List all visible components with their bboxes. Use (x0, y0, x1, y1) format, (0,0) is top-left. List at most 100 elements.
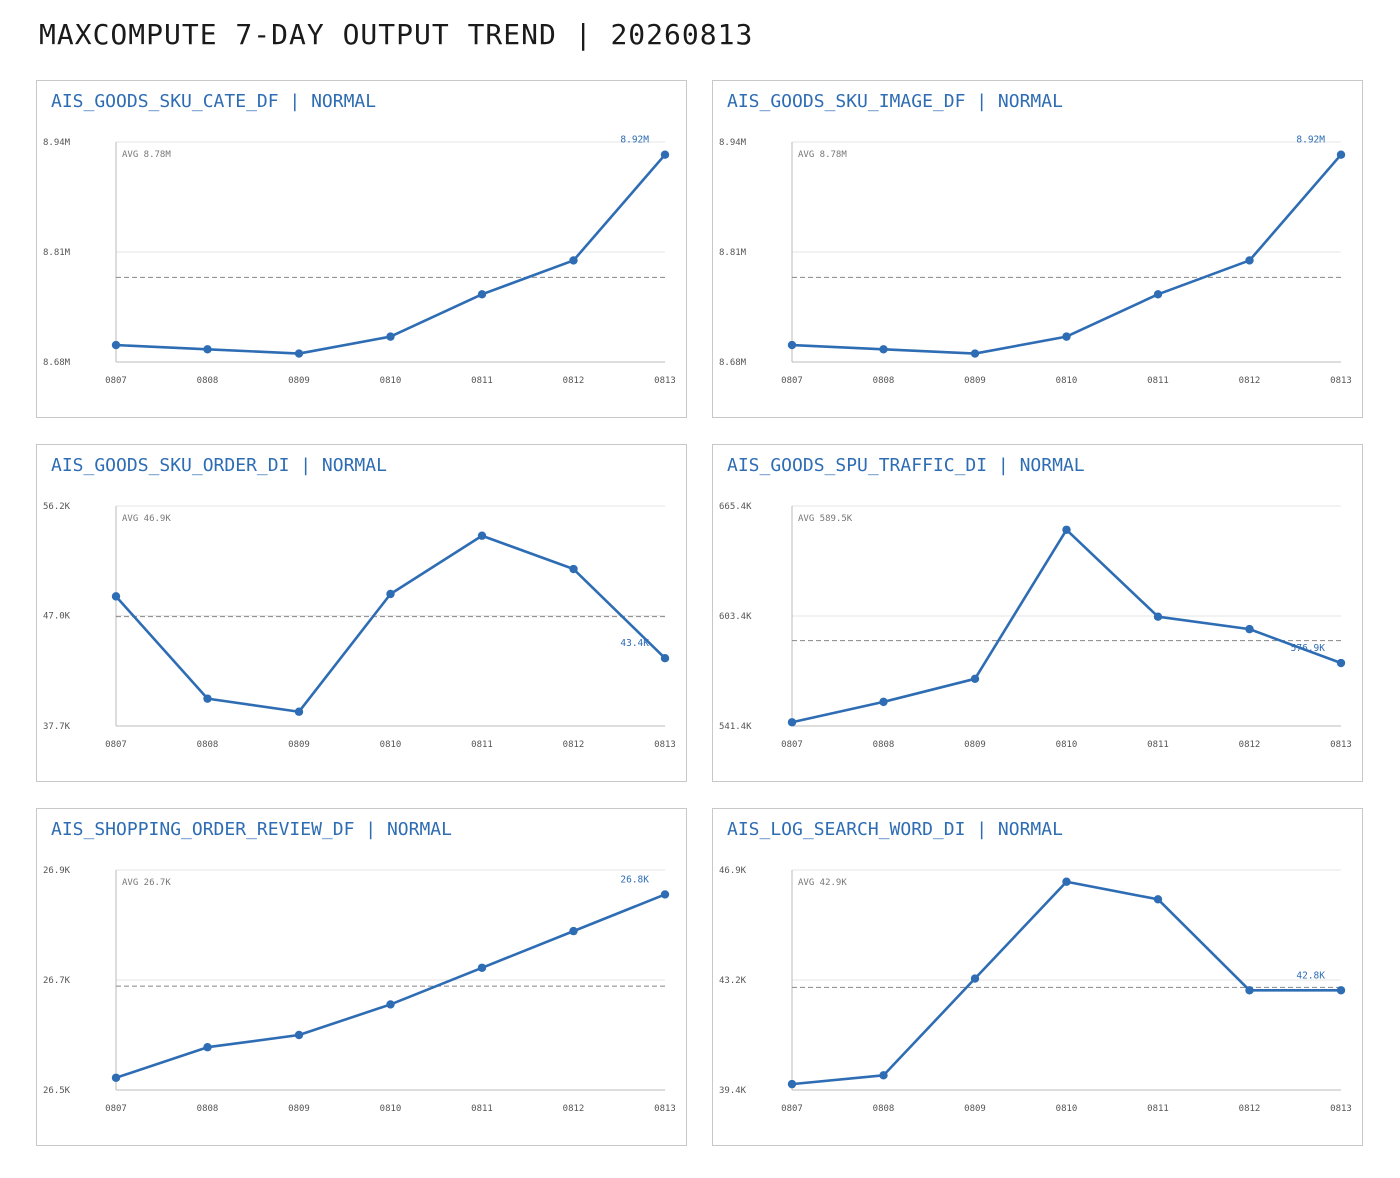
y-tick-label: 26.5K (43, 1086, 71, 1096)
y-tick-label: 8.68M (43, 358, 71, 368)
data-point (970, 349, 980, 358)
line-chart: 8.68M 8.81M 8.94M 0807 0808 0809 0810 0811 0812 0… (43, 135, 676, 386)
x-tick-label: 0812 (1239, 740, 1261, 750)
data-point (203, 345, 212, 354)
x-tick-label: 0808 (197, 1104, 219, 1114)
data-point (294, 707, 304, 716)
chart-panel: AIS_GOODS_SKU_CATE_DF | NORMAL 8.68M 8.81M… (36, 80, 687, 418)
data-point (111, 1073, 121, 1082)
data-point (477, 290, 487, 299)
x-tick-label: 0809 (288, 1104, 310, 1114)
data-point (203, 694, 212, 703)
chart-panel: AIS_LOG_SEARCH_WORD_DI | NORMAL 39.4K 43.2… (712, 808, 1363, 1146)
line-chart: 39.4K 43.2K 46.9K 0807 0808 0809 0810 0811 0812 0… (719, 866, 1352, 1114)
data-point (477, 531, 487, 540)
data-point (1336, 150, 1346, 159)
average-label: AVG 8.78M (122, 150, 171, 160)
data-point (569, 926, 578, 936)
chart-panel: AIS_GOODS_SKU_IMAGE_DF | NORMAL 8.68M 8.81… (712, 80, 1363, 418)
average-label: AVG 26.7K (122, 878, 171, 888)
data-point (970, 674, 980, 684)
x-tick-label: 0811 (471, 1104, 493, 1114)
chart-title: AIS_GOODS_SKU_ORDER_DI | NORMAL (51, 455, 387, 476)
data-point (1062, 332, 1071, 341)
data-point (1245, 986, 1254, 995)
x-tick-label: 0807 (781, 376, 803, 386)
x-tick-label: 0808 (197, 376, 219, 386)
y-tick-label: 8.81M (719, 248, 747, 258)
x-tick-label: 0807 (781, 1104, 803, 1114)
chart-title: AIS_GOODS_SPU_TRAFFIC_DI | NORMAL (727, 455, 1085, 476)
data-point (1245, 624, 1254, 634)
y-tick-label: 8.94M (43, 138, 71, 148)
data-point (1153, 612, 1163, 621)
x-tick-label: 0809 (964, 376, 986, 386)
last-value-label: 42.8K (1296, 970, 1325, 981)
x-tick-label: 0813 (1330, 1104, 1352, 1114)
x-tick-label: 0811 (471, 740, 493, 750)
y-tick-label: 39.4K (719, 1086, 747, 1096)
line-chart: 26.5K 26.7K 26.9K 0807 0808 0809 0810 0811 0812 0… (43, 866, 676, 1114)
data-point (879, 1071, 888, 1080)
x-tick-label: 0812 (1239, 1104, 1261, 1114)
y-tick-label: 56.2K (43, 502, 71, 512)
data-point (1153, 895, 1163, 904)
x-tick-label: 0812 (563, 1104, 585, 1114)
average-label: AVG 589.5K (798, 514, 853, 524)
x-tick-label: 0809 (964, 1104, 986, 1114)
series-line (791, 880, 1341, 1086)
series-line (115, 153, 666, 355)
data-point (477, 963, 487, 972)
line-chart: 541.4K 603.4K 665.4K 0807 0808 0809 0810 0811 08… (719, 502, 1352, 750)
data-point (294, 349, 304, 358)
data-point (660, 150, 670, 159)
data-point (569, 256, 578, 265)
y-tick-label: 8.94M (719, 138, 747, 148)
x-tick-label: 0810 (380, 740, 402, 750)
y-tick-label: 37.7K (43, 722, 71, 732)
x-tick-label: 0813 (654, 740, 676, 750)
last-value-label: 26.8K (620, 874, 649, 885)
data-point (660, 654, 670, 663)
chart-title: AIS_GOODS_SKU_IMAGE_DF | NORMAL (727, 91, 1063, 112)
last-value-label: 43.4K (620, 638, 649, 649)
data-point (970, 974, 980, 983)
x-tick-label: 0810 (1056, 1104, 1078, 1114)
y-tick-label: 47.0K (43, 611, 71, 621)
line-chart: 37.7K 47.0K 56.2K 0807 0808 0809 0810 0811 0812 0… (43, 502, 676, 750)
x-tick-label: 0812 (1239, 376, 1261, 386)
series-line (115, 534, 666, 714)
line-chart: 8.68M 8.81M 8.94M 0807 0808 0809 0810 0811 0812 0… (719, 135, 1352, 386)
average-label: AVG 46.9K (122, 514, 171, 524)
chart-title: AIS_LOG_SEARCH_WORD_DI | NORMAL (727, 819, 1063, 840)
data-point (879, 697, 888, 707)
chart-panel: AIS_GOODS_SPU_TRAFFIC_DI | NORMAL 541.4K 6… (712, 444, 1363, 782)
x-tick-label: 0813 (654, 376, 676, 386)
y-tick-label: 8.68M (719, 358, 747, 368)
data-point (1062, 877, 1071, 886)
x-tick-label: 0810 (380, 376, 402, 386)
y-tick-label: 26.7K (43, 976, 71, 986)
data-point (1245, 256, 1254, 265)
data-point (787, 718, 797, 727)
data-point (386, 332, 395, 341)
data-point (787, 1079, 797, 1089)
data-point (203, 1043, 212, 1052)
page-title: MAXCOMPUTE 7-DAY OUTPUT TREND | 20260813 (39, 18, 754, 51)
data-point (1153, 290, 1163, 299)
last-value-label: 8.92M (1296, 135, 1325, 146)
x-tick-label: 0807 (781, 740, 803, 750)
x-tick-label: 0812 (563, 376, 585, 386)
chart-title: AIS_GOODS_SKU_CATE_DF | NORMAL (51, 91, 377, 112)
y-tick-label: 665.4K (719, 502, 752, 512)
y-tick-label: 46.9K (719, 866, 747, 876)
data-point (1062, 525, 1071, 534)
x-tick-label: 0808 (197, 740, 219, 750)
data-point (386, 1000, 395, 1009)
data-point (879, 345, 888, 354)
data-point (294, 1030, 304, 1040)
x-tick-label: 0813 (654, 1104, 676, 1114)
x-tick-label: 0808 (873, 376, 895, 386)
average-label: AVG 8.78M (798, 150, 847, 160)
data-point (111, 340, 121, 350)
